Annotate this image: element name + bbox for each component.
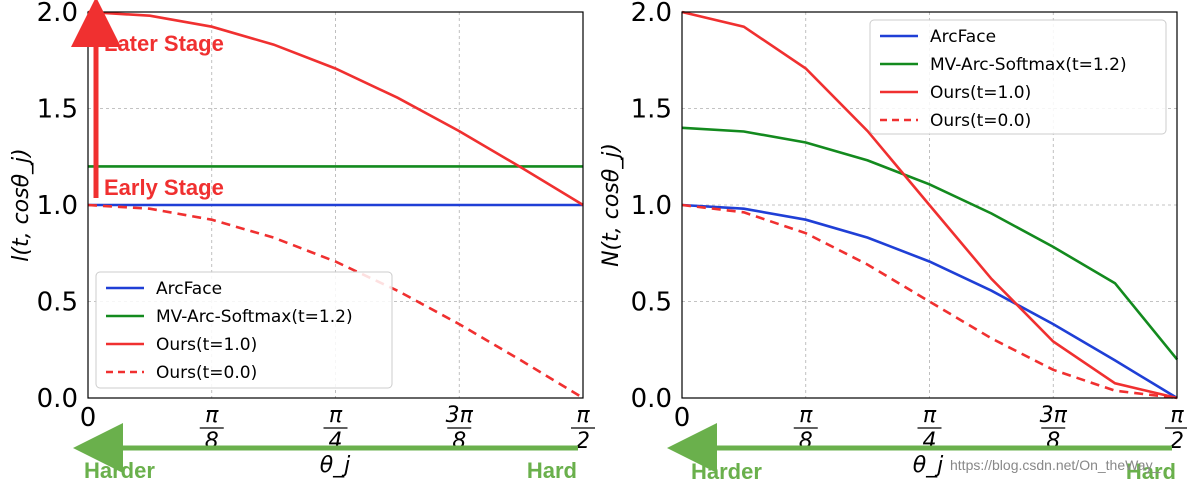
right-legend: ArcFace MV-Arc-Softmax(t=1.2) Ours(t=1.0) O…	[869, 19, 1167, 135]
right-ytick-label: 1.0	[631, 191, 672, 221]
right-legend-label: MV-Arc-Softmax(t=1.2)	[930, 55, 1127, 75]
right-xtick-label: 0	[674, 403, 691, 433]
left-ylabel: l(t, cosθ_j)	[9, 148, 34, 261]
right-xtick-numerator: 3π	[1040, 403, 1068, 428]
right-xtick-label: π2	[1165, 403, 1187, 454]
right-series-lines	[681, 10, 1179, 400]
right-legend-box	[869, 19, 1167, 135]
right-xtick-numerator: π	[799, 403, 813, 428]
right-harder-label: Harder	[691, 459, 762, 484]
left-xtick-numerator: 3π	[446, 403, 474, 428]
right-hard-label: Hard	[1126, 459, 1176, 484]
left-xtick-numerator: π	[329, 403, 343, 428]
left-ytick-label: 1.5	[37, 95, 78, 125]
left-hard-label: Hard	[527, 458, 577, 483]
later-stage-label: Later Stage	[104, 31, 224, 56]
right-plot-frame	[681, 11, 1178, 399]
left-legend-label: ArcFace	[156, 279, 222, 299]
left-ytick-label: 0.5	[37, 288, 78, 318]
right-legend-label: ArcFace	[930, 27, 996, 47]
left-xtick-denominator: 2	[576, 429, 590, 454]
right-xtick-numerator: π	[923, 403, 937, 428]
right-legend-label: Ours(t=0.0)	[930, 111, 1031, 131]
left-xtick-label: 0	[80, 403, 97, 433]
right-series-arcface	[681, 203, 1178, 400]
right-ytick-label: 0.0	[631, 384, 672, 414]
left-series-ours-t-0-0-	[87, 203, 584, 400]
right-xlabel: θ_j	[913, 453, 944, 478]
left-legend-label: MV-Arc-Softmax(t=1.2)	[156, 307, 353, 327]
right-ytick-label: 0.5	[631, 288, 672, 318]
left-legend: ArcFace MV-Arc-Softmax(t=1.2) Ours(t=1.0) O…	[95, 271, 393, 389]
left-legend-box	[95, 271, 393, 389]
left-xlabel: θ_j	[320, 453, 351, 478]
left-xtick-label: π2	[571, 403, 595, 454]
right-ytick-label: 2.0	[631, 0, 672, 28]
left-xtick-numerator: π	[205, 403, 219, 428]
right-ylabel: N(t, cosθ_j)	[599, 143, 624, 267]
right-series-mv-arc-softmax-t-1-2-	[681, 126, 1179, 361]
left-legend-label: Ours(t=0.0)	[156, 363, 257, 383]
left-series-ours-t-1-0-	[87, 10, 584, 207]
left-legend-label: Ours(t=1.0)	[156, 335, 257, 355]
watermark: https://blog.csdn.net/On_theWay_	[950, 457, 1161, 473]
left-series-lines	[87, 10, 584, 400]
left-harder-label: Harder	[84, 458, 155, 483]
right-series-ours-t-1-0-	[681, 10, 1178, 400]
left-ytick-label: 2.0	[37, 0, 78, 28]
left-ytick-label: 1.0	[37, 191, 78, 221]
left-plot-frame	[87, 11, 584, 399]
early-stage-label: Early Stage	[104, 175, 224, 200]
right-xtick-denominator: 2	[1170, 429, 1184, 454]
left-ytick-label: 0.0	[37, 384, 78, 414]
left-xtick-numerator: π	[576, 403, 590, 428]
right-xtick-numerator: π	[1170, 403, 1184, 428]
right-legend-label: Ours(t=1.0)	[930, 83, 1031, 103]
right-ytick-label: 1.5	[631, 95, 672, 125]
right-series-ours-t-0-0-	[681, 203, 1178, 400]
